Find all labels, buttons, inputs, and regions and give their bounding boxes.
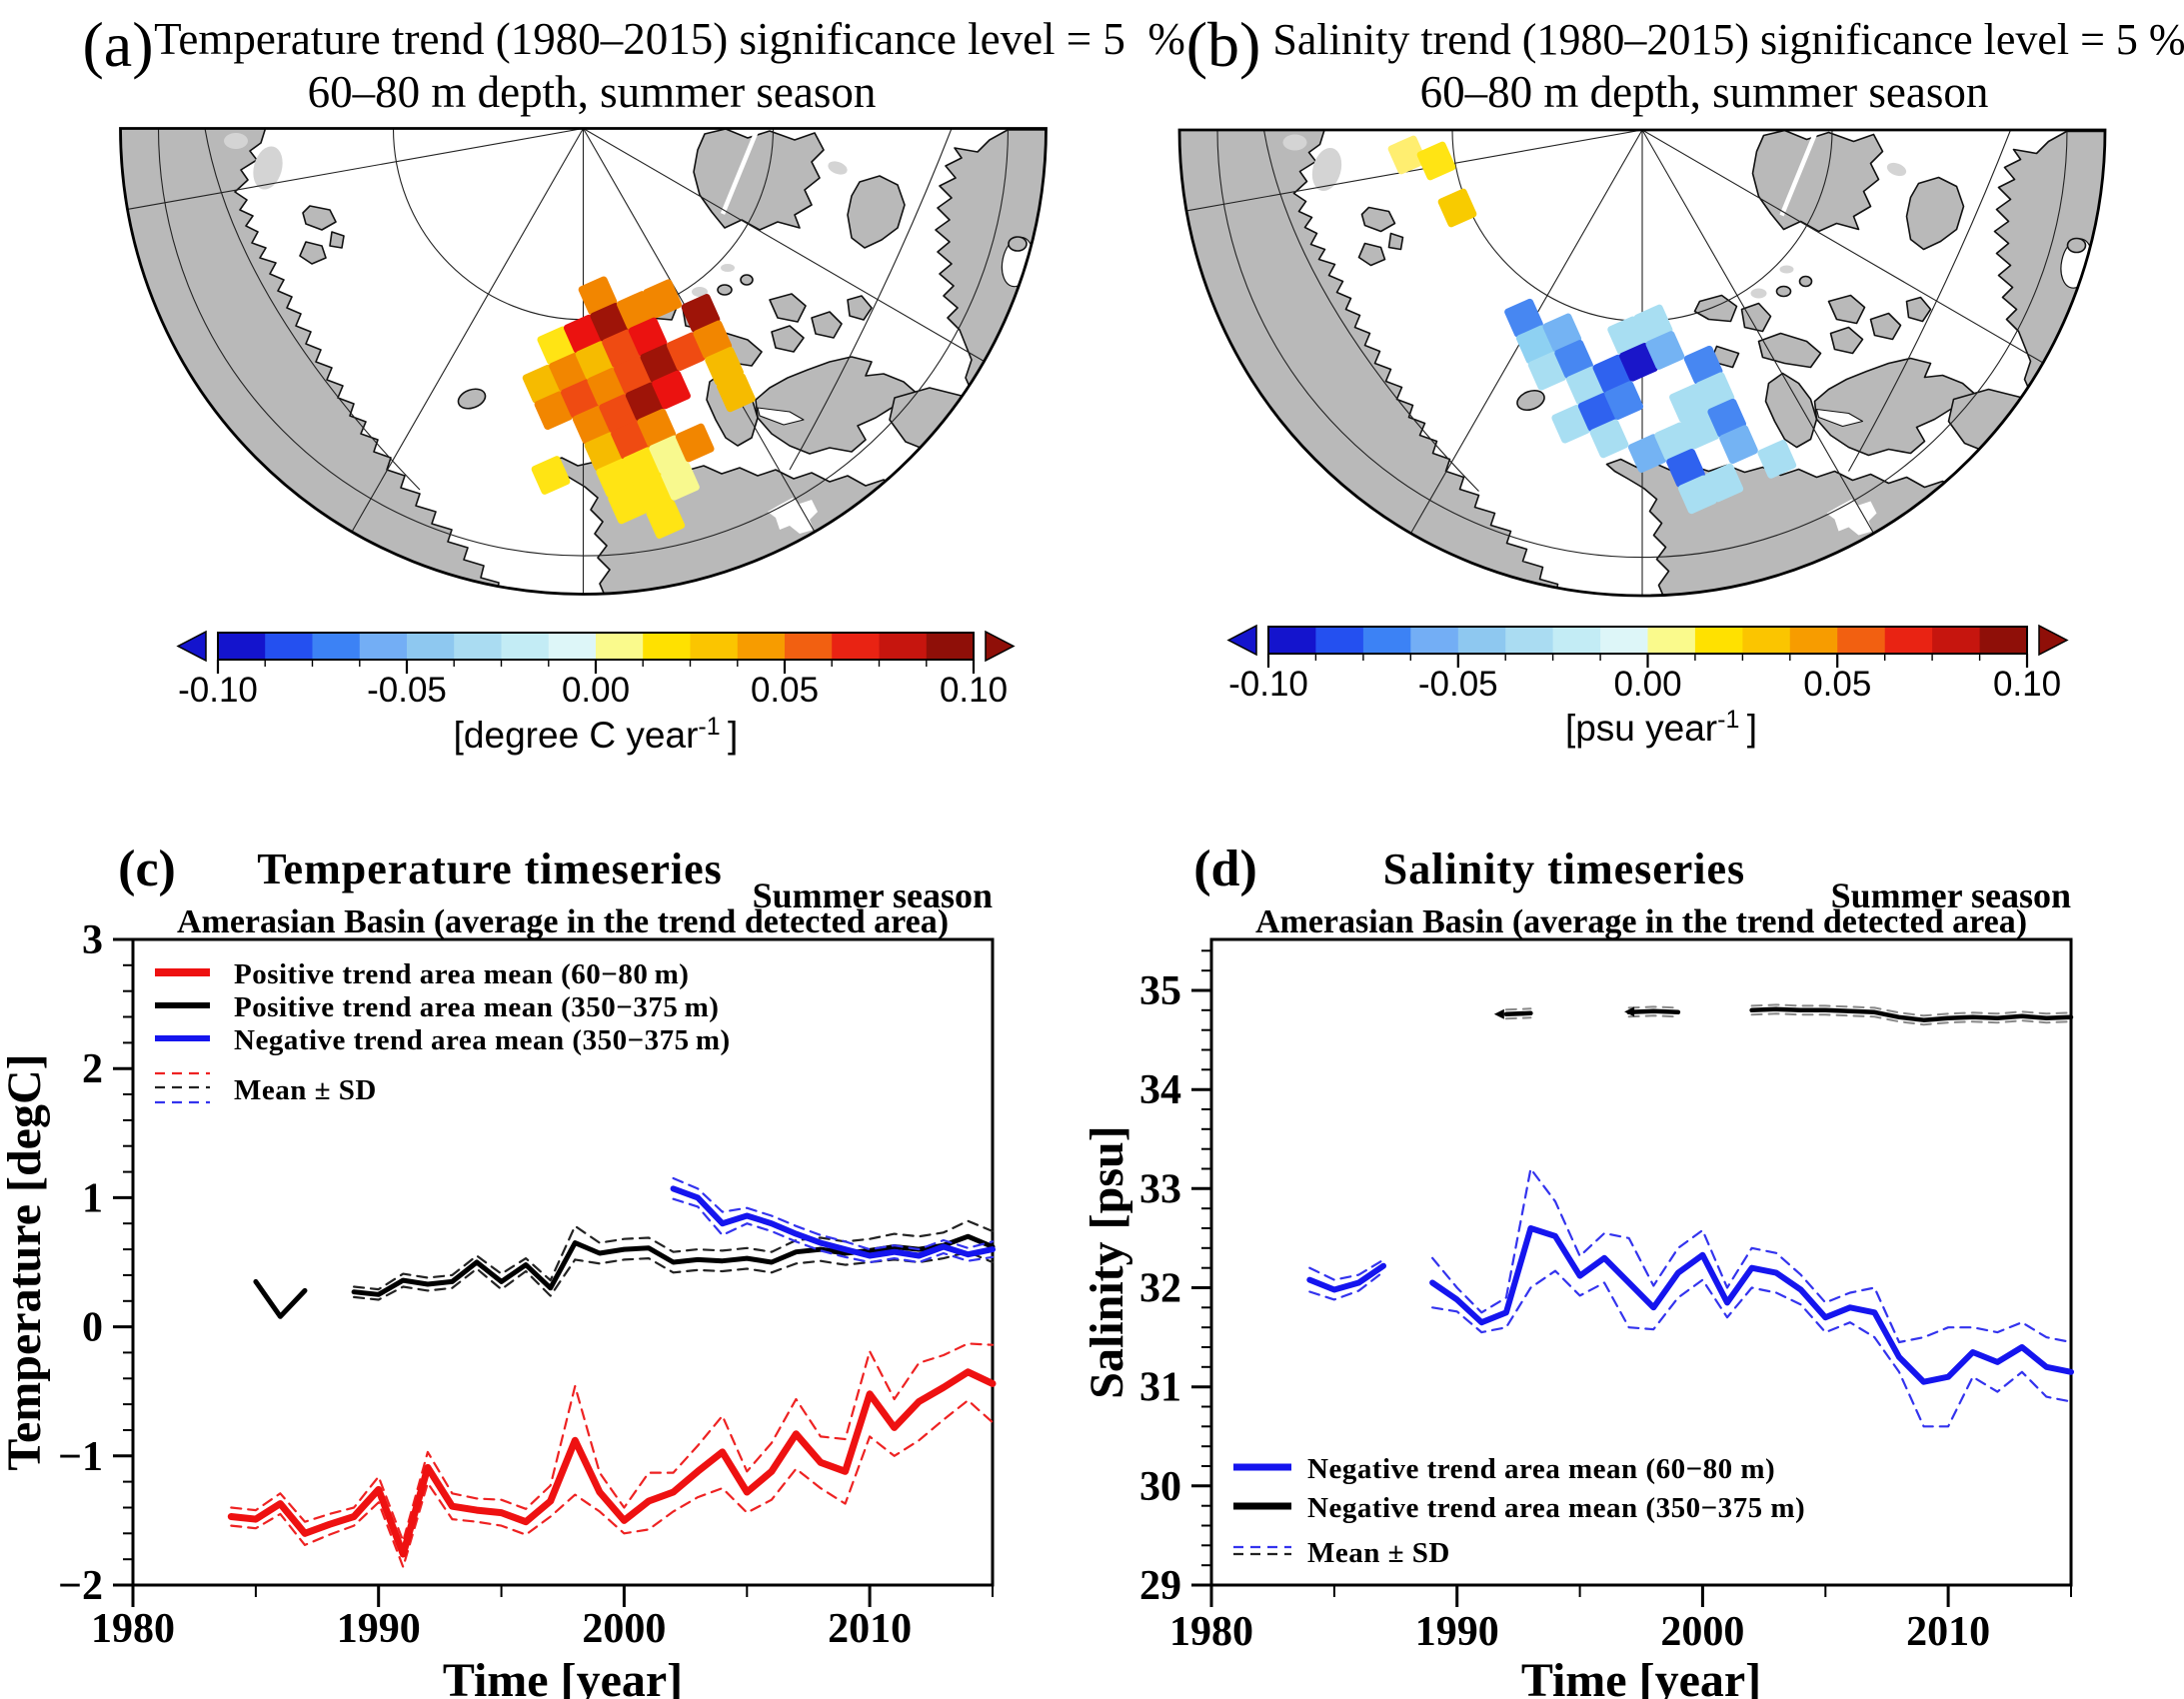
svg-text:Salinity [psu]: Salinity [psu]: [1081, 1125, 1133, 1398]
svg-text:2000: 2000: [1660, 1609, 1744, 1655]
svg-text:2010: 2010: [1906, 1609, 1990, 1655]
svg-text:(d): (d): [1193, 841, 1257, 897]
svg-text:2010: 2010: [828, 1606, 912, 1652]
svg-text:Time [year]: Time [year]: [443, 1654, 683, 1699]
svg-text:−2: −2: [58, 1563, 103, 1609]
svg-text:Salinity timeseries: Salinity timeseries: [1383, 845, 1745, 893]
svg-text:(c): (c): [118, 841, 176, 897]
svg-text:−1: −1: [58, 1434, 103, 1480]
svg-text:2000: 2000: [582, 1606, 666, 1652]
svg-text:0.00: 0.00: [1613, 665, 1681, 704]
svg-text:(b): (b): [1186, 9, 1261, 80]
svg-text:Amerasian Basin (average in th: Amerasian Basin (average in the trend de…: [177, 903, 949, 940]
svg-text:0.05: 0.05: [751, 671, 819, 710]
svg-text:-0.10: -0.10: [1228, 665, 1308, 704]
svg-text:Positive trend area mean (60−8: Positive trend area mean (60−80 m): [234, 958, 689, 990]
svg-text:Negative trend area mean (350−: Negative trend area mean (350−375 m): [234, 1024, 731, 1056]
svg-text:-0.05: -0.05: [1418, 665, 1498, 704]
svg-text:Negative trend area mean (350−: Negative trend area mean (350−375 m): [1307, 1492, 1805, 1524]
svg-text:Temperature timeseries: Temperature timeseries: [257, 845, 723, 893]
svg-text:Amerasian Basin (average in th: Amerasian Basin (average in the trend de…: [1255, 903, 2027, 940]
svg-text:[degree C year-1 ]: [degree C year-1 ]: [454, 713, 739, 756]
svg-text:29: 29: [1139, 1563, 1181, 1609]
svg-text:1980: 1980: [91, 1606, 175, 1652]
svg-text:0.10: 0.10: [940, 671, 1008, 710]
svg-text:0.05: 0.05: [1803, 665, 1871, 704]
svg-text:Temperature trend (1980–2015): Temperature trend (1980–2015) significan…: [154, 14, 1185, 64]
svg-text:Temperature [degC]: Temperature [degC]: [0, 1053, 51, 1470]
svg-text:0.10: 0.10: [1993, 665, 2061, 704]
svg-text:Negative trend area mean (60−8: Negative trend area mean (60−80 m): [1307, 1453, 1775, 1485]
svg-text:1990: 1990: [1415, 1609, 1499, 1655]
svg-text:Mean ± SD: Mean ± SD: [234, 1074, 377, 1106]
svg-text:30: 30: [1139, 1464, 1181, 1510]
svg-text:32: 32: [1139, 1266, 1181, 1312]
svg-text:1980: 1980: [1169, 1609, 1253, 1655]
svg-text:3: 3: [82, 917, 103, 963]
svg-text:2: 2: [82, 1046, 103, 1092]
svg-text:-0.10: -0.10: [178, 671, 258, 710]
svg-text:Positive trend area mean (350−: Positive trend area mean (350−375 m): [234, 991, 719, 1023]
svg-text:Summer season: Summer season: [1831, 875, 2071, 915]
svg-text:-0.05: -0.05: [367, 671, 447, 710]
svg-text:0: 0: [82, 1305, 103, 1351]
svg-text:34: 34: [1139, 1067, 1181, 1113]
svg-text:Time [year]: Time [year]: [1521, 1654, 1761, 1699]
svg-text:1: 1: [82, 1175, 103, 1221]
svg-text:Mean ± SD: Mean ± SD: [1307, 1537, 1450, 1569]
svg-text:33: 33: [1139, 1166, 1181, 1212]
svg-text:1990: 1990: [337, 1606, 421, 1652]
svg-text:60–80 m depth, summer season: 60–80 m depth, summer season: [1420, 67, 1989, 117]
svg-text:35: 35: [1139, 968, 1181, 1014]
svg-text:Summer season: Summer season: [753, 875, 993, 915]
svg-text:0.00: 0.00: [562, 671, 630, 710]
svg-text:60–80 m depth, summer season: 60–80 m depth, summer season: [308, 67, 877, 117]
svg-text:(a): (a): [82, 9, 153, 80]
svg-text:Salinity trend (1980–2015) sig: Salinity trend (1980–2015) significance …: [1272, 15, 2184, 64]
svg-text:31: 31: [1139, 1365, 1181, 1411]
